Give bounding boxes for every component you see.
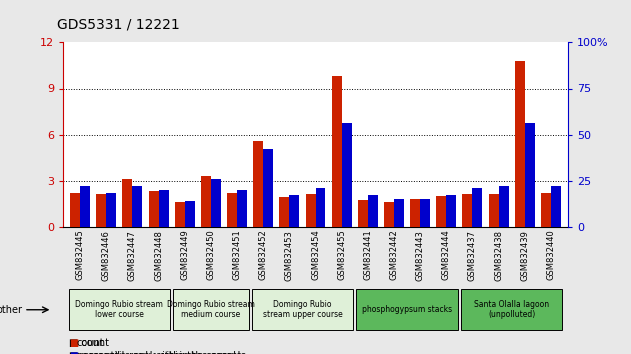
Text: GSM832450: GSM832450 bbox=[206, 230, 215, 280]
Bar bbox=[332, 76, 341, 227]
FancyBboxPatch shape bbox=[252, 289, 353, 330]
FancyBboxPatch shape bbox=[69, 289, 170, 330]
Text: GSM832451: GSM832451 bbox=[233, 230, 242, 280]
Text: Domingo Rubio
stream upper course: Domingo Rubio stream upper course bbox=[262, 300, 342, 319]
Bar bbox=[158, 190, 168, 227]
Text: Domingo Rubio stream
medium course: Domingo Rubio stream medium course bbox=[167, 300, 255, 319]
Bar bbox=[263, 149, 273, 227]
Bar bbox=[149, 191, 158, 227]
Bar bbox=[473, 188, 482, 227]
Text: GSM832454: GSM832454 bbox=[311, 230, 320, 280]
Bar bbox=[410, 199, 420, 227]
Bar bbox=[541, 193, 551, 227]
Bar bbox=[316, 188, 326, 227]
Bar bbox=[122, 179, 133, 227]
Text: ■ percentile rank within the sample: ■ percentile rank within the sample bbox=[69, 351, 247, 354]
Bar bbox=[358, 200, 368, 227]
Bar bbox=[368, 195, 378, 227]
Text: GSM832440: GSM832440 bbox=[546, 230, 555, 280]
Text: GSM832444: GSM832444 bbox=[442, 230, 451, 280]
Text: GSM832448: GSM832448 bbox=[154, 230, 163, 280]
Text: percentile rank within the sample: percentile rank within the sample bbox=[77, 351, 242, 354]
Bar bbox=[525, 124, 534, 227]
Bar bbox=[498, 186, 509, 227]
FancyBboxPatch shape bbox=[174, 289, 249, 330]
Text: GSM832449: GSM832449 bbox=[180, 230, 189, 280]
Bar bbox=[133, 186, 143, 227]
Text: phosphogypsum stacks: phosphogypsum stacks bbox=[362, 305, 452, 314]
Text: GSM832446: GSM832446 bbox=[102, 230, 111, 280]
FancyBboxPatch shape bbox=[357, 289, 457, 330]
Bar bbox=[305, 194, 316, 227]
Bar bbox=[515, 61, 525, 227]
Text: GSM832437: GSM832437 bbox=[468, 230, 477, 281]
Bar bbox=[106, 193, 116, 227]
Text: count: count bbox=[77, 338, 105, 348]
Bar bbox=[463, 194, 473, 227]
Text: GSM832441: GSM832441 bbox=[363, 230, 372, 280]
Text: GSM832447: GSM832447 bbox=[128, 230, 137, 280]
Bar bbox=[420, 199, 430, 227]
Text: GSM832438: GSM832438 bbox=[494, 230, 503, 281]
Bar bbox=[97, 194, 106, 227]
Bar bbox=[70, 193, 80, 227]
Text: GSM832453: GSM832453 bbox=[285, 230, 294, 280]
Text: Domingo Rubio stream
lower course: Domingo Rubio stream lower course bbox=[75, 300, 163, 319]
Bar bbox=[185, 201, 194, 227]
Text: other: other bbox=[0, 305, 22, 315]
Bar bbox=[551, 186, 561, 227]
Text: ■: ■ bbox=[69, 351, 79, 354]
Text: GSM832442: GSM832442 bbox=[389, 230, 398, 280]
FancyBboxPatch shape bbox=[461, 289, 562, 330]
Bar bbox=[211, 179, 221, 227]
Bar bbox=[227, 193, 237, 227]
Text: GSM832455: GSM832455 bbox=[337, 230, 346, 280]
Text: GSM832443: GSM832443 bbox=[416, 230, 425, 280]
Text: GSM832439: GSM832439 bbox=[520, 230, 529, 280]
Bar bbox=[446, 195, 456, 227]
Bar bbox=[175, 202, 185, 227]
Bar bbox=[437, 196, 446, 227]
Text: GSM832445: GSM832445 bbox=[76, 230, 85, 280]
Bar bbox=[394, 199, 404, 227]
Bar bbox=[280, 198, 290, 227]
Bar bbox=[201, 176, 211, 227]
Text: ■: ■ bbox=[69, 338, 79, 348]
Bar bbox=[290, 195, 299, 227]
Bar bbox=[80, 186, 90, 227]
Bar bbox=[341, 124, 351, 227]
Bar bbox=[253, 141, 263, 227]
Text: ■ count: ■ count bbox=[69, 338, 109, 348]
Text: Santa Olalla lagoon
(unpolluted): Santa Olalla lagoon (unpolluted) bbox=[474, 300, 549, 319]
Bar bbox=[488, 194, 498, 227]
Bar bbox=[237, 190, 247, 227]
Text: GSM832452: GSM832452 bbox=[259, 230, 268, 280]
Bar bbox=[384, 202, 394, 227]
Text: GDS5331 / 12221: GDS5331 / 12221 bbox=[57, 18, 180, 32]
